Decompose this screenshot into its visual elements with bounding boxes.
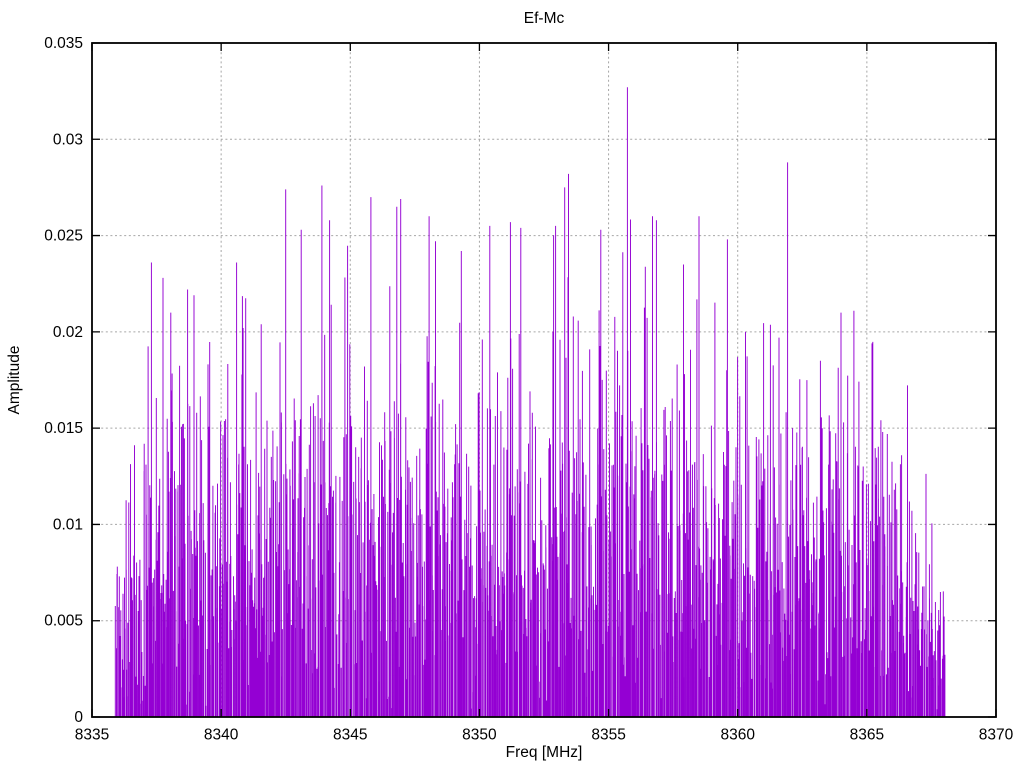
x-tick-label: 8360 xyxy=(720,727,755,744)
x-tick-label: 8345 xyxy=(333,727,367,744)
x-tick-label: 8370 xyxy=(979,727,1014,744)
chart-title: Ef-Mc xyxy=(523,10,565,27)
spectrum-impulses xyxy=(114,87,946,717)
x-axis-label: Freq [MHz] xyxy=(505,744,583,761)
y-axis-label: Amplitude xyxy=(6,345,23,415)
x-tick-label: 8355 xyxy=(591,727,625,744)
x-tick-label: 8365 xyxy=(850,727,884,744)
y-tick-label: 0.035 xyxy=(44,35,83,52)
x-tick-label: 8350 xyxy=(462,727,497,744)
y-tick-label: 0.03 xyxy=(53,131,83,148)
y-tick-label: 0.015 xyxy=(44,420,83,437)
x-tick-label: 8335 xyxy=(75,727,109,744)
y-tick-label: 0.02 xyxy=(53,324,83,341)
y-tick-label: 0.01 xyxy=(53,516,83,533)
plot-border xyxy=(91,42,997,718)
y-tick-label: 0.005 xyxy=(44,613,83,630)
y-tick-label: 0.025 xyxy=(44,228,83,245)
x-tick-label: 8340 xyxy=(204,727,239,744)
y-tick-label: 0 xyxy=(74,709,83,726)
tick-marks xyxy=(91,42,997,718)
